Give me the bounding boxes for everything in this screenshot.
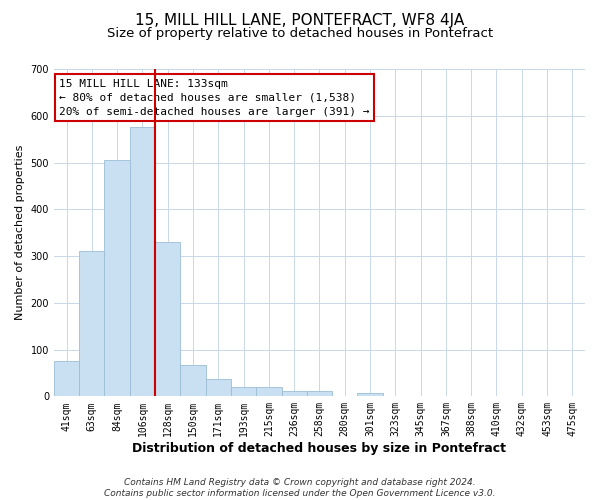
Bar — [307, 390, 332, 396]
Y-axis label: Number of detached properties: Number of detached properties — [15, 145, 25, 320]
Bar — [54, 362, 79, 396]
Text: Size of property relative to detached houses in Pontefract: Size of property relative to detached ho… — [107, 28, 493, 40]
Bar — [256, 388, 281, 396]
Bar — [358, 392, 383, 396]
Bar — [104, 160, 130, 396]
Bar — [79, 252, 104, 396]
Text: Contains HM Land Registry data © Crown copyright and database right 2024.
Contai: Contains HM Land Registry data © Crown c… — [104, 478, 496, 498]
Bar — [155, 242, 181, 396]
X-axis label: Distribution of detached houses by size in Pontefract: Distribution of detached houses by size … — [133, 442, 506, 455]
Bar — [206, 379, 231, 396]
Text: 15, MILL HILL LANE, PONTEFRACT, WF8 4JA: 15, MILL HILL LANE, PONTEFRACT, WF8 4JA — [136, 12, 464, 28]
Bar — [181, 364, 206, 396]
Bar — [281, 390, 307, 396]
Bar — [231, 388, 256, 396]
Text: 15 MILL HILL LANE: 133sqm
← 80% of detached houses are smaller (1,538)
20% of se: 15 MILL HILL LANE: 133sqm ← 80% of detac… — [59, 79, 370, 117]
Bar — [130, 128, 155, 396]
